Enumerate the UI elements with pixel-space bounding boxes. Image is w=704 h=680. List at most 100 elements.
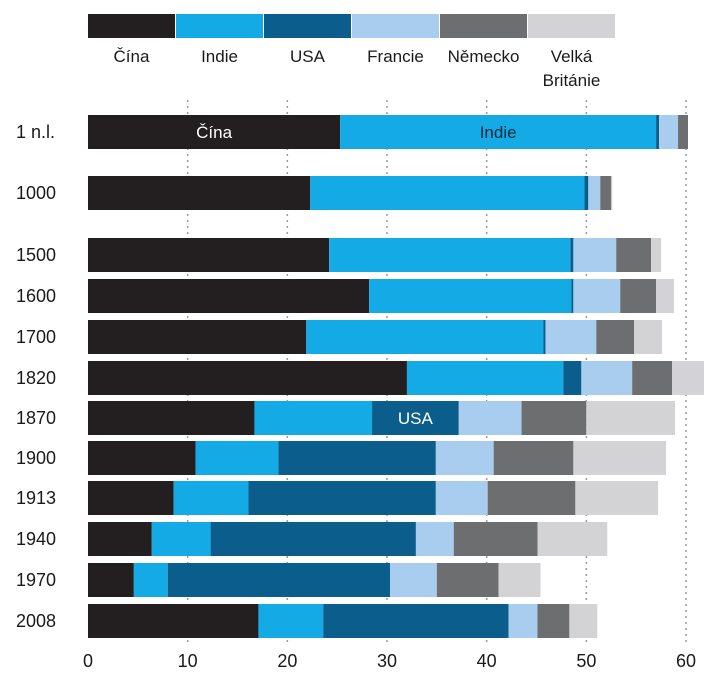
bar-1900-indie [195,441,279,475]
row-label-1-n-l: 1 n.l. [16,122,55,142]
bar-1-n-l-cina [88,115,341,149]
row-label-1870: 1870 [16,408,56,428]
annotation-indie-1-n-l: Indie [480,123,517,142]
legend-label-cina: Čína [114,47,150,66]
x-tick-label-40: 40 [477,651,497,671]
row-label-1913: 1913 [16,488,56,508]
bar-1700-cina [88,320,307,354]
bar-1870-velka_britanie [586,401,676,435]
row-label-1700: 1700 [16,327,56,347]
row-label-1900: 1900 [16,448,56,468]
bar-1913-usa [248,481,436,515]
bar-2008-indie [258,604,324,638]
bar-1870-usa [372,401,459,435]
bar-1820-francie [581,361,633,395]
bar-1500-cina [88,238,330,272]
bar-1000-velka_britanie [611,176,613,210]
legend-label-nemecko: Německo [448,47,520,66]
bar-1500-usa [570,238,574,272]
bar-1-n-l-usa [656,115,660,149]
bar-1970-francie [389,563,437,597]
legend-swatch-nemecko [440,14,527,38]
bar-1913-francie [435,481,488,515]
bar-1700-indie [306,320,544,354]
x-tick-label-0: 0 [83,651,93,671]
x-tick-label-10: 10 [178,651,198,671]
legend-label-velka-britanie: Velká [551,47,593,66]
x-tick-label-20: 20 [277,651,297,671]
bar-1940-usa [210,522,416,556]
bar-1500-velka_britanie [651,238,662,272]
bar-1700-velka_britanie [634,320,663,354]
bar-1913-velka_britanie [575,481,659,515]
bar-1900-francie [435,441,494,475]
row-label-1500: 1500 [16,245,56,265]
bar-1000-indie [310,176,585,210]
bar-1900-cina [88,441,196,475]
legend-label-francie: Francie [367,47,424,66]
bar-2008-usa [323,604,509,638]
row-label-1970: 1970 [16,570,56,590]
bar-1970-cina [88,563,134,597]
x-tick-label-60: 60 [676,651,696,671]
bar-1900-velka_britanie [573,441,667,475]
bar-1870-cina [88,401,255,435]
bar-1-n-l-nemecko [678,115,688,149]
bar-1000-nemecko [600,176,612,210]
row-label-1000: 1000 [16,183,56,203]
bar-1820-cina [88,361,407,395]
bar-1600-cina [88,279,370,313]
legend-swatch-velka-britanie [528,14,615,38]
bar-1940-francie [415,522,454,556]
bar-1600-usa [571,279,574,313]
row-label-1820: 1820 [16,368,56,388]
bar-2008-cina [88,604,259,638]
bar-1913-indie [173,481,249,515]
bar-1820-nemecko [632,361,673,395]
bar-1940-velka_britanie [537,522,608,556]
bar-1500-indie [329,238,571,272]
bar-1870-indie [254,401,373,435]
x-tick-label-50: 50 [576,651,596,671]
bar-1913-cina [88,481,174,515]
bar-2008-nemecko [537,604,570,638]
bar-2008-francie [508,604,538,638]
bar-1970-velka_britanie [498,563,541,597]
annotation-usa-1870: USA [398,409,434,428]
legend-swatch-cina [88,14,175,38]
bar-1870-nemecko [521,401,587,435]
bar-1900-usa [278,441,436,475]
bar-1970-usa [167,563,390,597]
legend-label-indie: Indie [201,47,238,66]
bar-1500-nemecko [616,238,652,272]
bar-1940-cina [88,522,152,556]
bar-1940-nemecko [453,522,538,556]
bar-1600-francie [573,279,621,313]
bar-1820-velka_britanie [672,361,704,395]
bar-1600-indie [369,279,572,313]
bar-1940-indie [151,522,211,556]
legend-swatch-francie [352,14,439,38]
legend-swatch-indie [176,14,263,38]
bar-1000-francie [588,176,601,210]
row-label-2008: 2008 [16,611,56,631]
bar-1600-velka_britanie [656,279,675,313]
bar-2008-velka_britanie [569,604,598,638]
annotation-cina-1-n-l: Čína [196,123,232,142]
legend-label-usa: USA [290,47,326,66]
legend-swatch-usa [264,14,351,38]
bar-1900-nemecko [493,441,574,475]
bar-1000-cina [88,176,311,210]
bar-1820-indie [406,361,564,395]
row-label-1940: 1940 [16,529,56,549]
row-label-1600: 1600 [16,286,56,306]
legend-label-velka-britanie-2: Británie [543,71,601,90]
bar-1913-nemecko [487,481,576,515]
x-tick-label-30: 30 [377,651,397,671]
bar-1700-francie [545,320,597,354]
bar-1970-nemecko [436,563,499,597]
bar-1820-usa [563,361,582,395]
bar-1600-nemecko [620,279,657,313]
